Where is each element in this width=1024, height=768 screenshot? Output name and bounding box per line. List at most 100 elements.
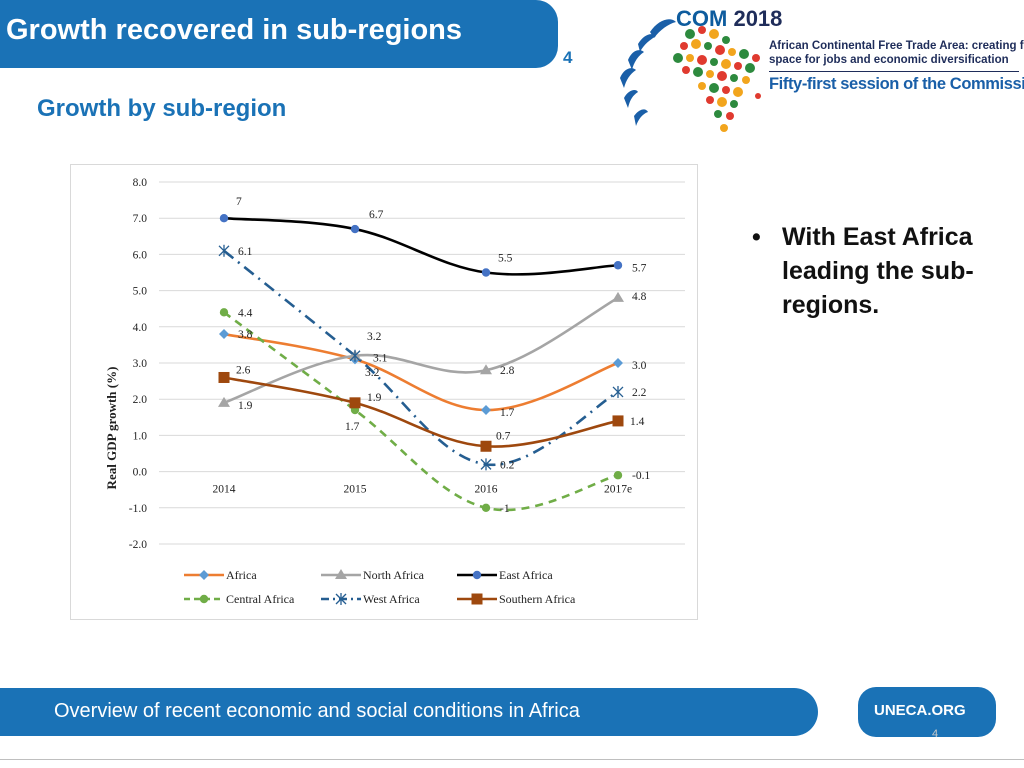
- gridlines: [159, 181, 685, 545]
- chart-subtitle: Growth by sub-region: [37, 95, 287, 122]
- legend-marker: [471, 593, 483, 605]
- slide-title: Growth recovered in sub-regions: [6, 14, 463, 46]
- footer-page-number: 4: [932, 728, 939, 740]
- data-label: 2.6: [236, 364, 251, 376]
- marker-north-africa: [612, 291, 624, 302]
- y-tick-label: 5.0: [133, 286, 148, 298]
- chart-legend: Africa North Africa East Africa Central Afr…: [184, 568, 576, 606]
- marker-west-africa: [480, 458, 492, 471]
- bottom-divider: [0, 759, 1024, 760]
- y-tick-label: 7.0: [133, 213, 148, 225]
- data-label: -0.1: [632, 470, 650, 482]
- data-label: 5.7: [632, 262, 647, 274]
- data-label: 7: [236, 196, 242, 208]
- marker-central-africa: [613, 471, 623, 480]
- data-label: 6.7: [369, 209, 384, 221]
- bullet-icon: •: [752, 223, 761, 251]
- data-label: 3.2: [365, 367, 380, 379]
- legend-label: Central Africa: [226, 592, 295, 606]
- marker-africa: [219, 329, 229, 340]
- uneca-link-text[interactable]: UNECA.ORG: [874, 702, 966, 719]
- africa-dots-logo-icon: [620, 19, 761, 132]
- marker-north-africa: [480, 364, 492, 375]
- series-line-north-africa: [223, 296, 619, 405]
- y-tick-label: 1.0: [133, 430, 148, 442]
- y-axis-label: Real GDP growth (%): [104, 367, 119, 490]
- data-label: 6.1: [238, 246, 253, 258]
- logo-session: Fifty-first session of the Commission: [769, 75, 1024, 93]
- com-logo: [610, 4, 1024, 144]
- legend-item-west-africa: West Africa: [321, 592, 420, 606]
- legend-marker: [472, 570, 482, 580]
- marker-southern-africa: [218, 371, 230, 383]
- data-label: 3.2: [367, 331, 382, 343]
- x-tick-label: 2015: [344, 484, 367, 496]
- x-tick-label: 2017e: [604, 484, 632, 496]
- legend-marker: [199, 570, 209, 580]
- data-label: 3.0: [632, 360, 647, 372]
- series-line-central-africa: [223, 311, 619, 512]
- slide-number: 4: [563, 48, 573, 67]
- x-tick-label: 2016: [475, 484, 498, 496]
- x-tick-labels: 2014 2015 2016 2017e: [213, 484, 633, 496]
- data-label: 1.9: [367, 392, 382, 404]
- legend-item-southern-africa: Southern Africa: [457, 592, 576, 606]
- data-label: 0.2: [500, 459, 515, 471]
- bullet-text: With East Africa leading the sub-regions…: [782, 223, 974, 319]
- data-label: 1.7: [345, 421, 360, 433]
- legend-item-east-africa: East Africa: [457, 568, 553, 582]
- series-line-southern-africa: [223, 376, 619, 448]
- uneca-link-button[interactable]: [858, 687, 996, 737]
- marker-north-africa: [218, 396, 230, 407]
- data-labels: 3.8 3.1 1.7 3.0 1.9 3.2 2.8 4.8 7 6.7 5.5 5.7 4.4 1.7…: [236, 196, 650, 515]
- data-label: 4.8: [632, 291, 647, 303]
- logo-divider: [769, 71, 1019, 72]
- title-bar: [0, 0, 558, 68]
- marker-southern-africa: [480, 440, 492, 452]
- y-tick-label: 4.0: [133, 322, 148, 334]
- marker-africa: [613, 358, 623, 368]
- y-tick-labels: -2.0 -1.0 0.0 1.0 2.0 3.0 4.0 5.0 6.0 7.0 8.0: [129, 177, 147, 551]
- legend-label: Africa: [226, 568, 257, 582]
- y-tick-label: 3.0: [133, 358, 148, 370]
- marker-west-africa: [612, 385, 624, 398]
- y-tick-label: 6.0: [133, 249, 148, 261]
- data-label: 2.8: [500, 365, 515, 377]
- series-markers: [218, 214, 624, 512]
- growth-line-chart: -2.0 -1.0 0.0 1.0 2.0 3.0 4.0 5.0 6.0 7.0 8.0 2014…: [104, 177, 685, 606]
- data-label: 3.1: [373, 352, 388, 364]
- marker-southern-africa: [612, 415, 624, 427]
- logo-tagline-2: space for jobs and economic diversificat…: [769, 54, 1009, 66]
- legend-item-north-africa: North Africa: [321, 568, 425, 582]
- y-tick-label: -2.0: [129, 539, 147, 551]
- legend-marker: [199, 594, 209, 604]
- data-label: 4.4: [238, 307, 253, 319]
- chart-container: -2.0 -1.0 0.0 1.0 2.0 3.0 4.0 5.0 6.0 7.0 8.0 2014…: [70, 164, 698, 620]
- marker-southern-africa: [349, 397, 361, 409]
- data-label: 5.5: [498, 253, 513, 265]
- marker-east-africa: [481, 268, 491, 277]
- legend-item-central-africa: Central Africa: [184, 592, 295, 606]
- marker-east-africa: [613, 261, 623, 270]
- legend-label: North Africa: [363, 568, 425, 582]
- marker-east-africa: [350, 224, 360, 234]
- footer-text: Overview of recent economic and social c…: [54, 700, 580, 722]
- marker-west-africa: [218, 244, 230, 257]
- marker-east-africa: [219, 214, 229, 223]
- series-lines: [223, 216, 619, 512]
- logo-title: COM 2018: [676, 6, 782, 32]
- data-label: 1.4: [630, 416, 645, 428]
- data-label: 0.7: [496, 430, 511, 442]
- footer-bar: [0, 688, 818, 736]
- y-tick-label: 0.0: [133, 467, 148, 479]
- legend-marker: [335, 569, 347, 579]
- data-label: 1.7: [500, 407, 515, 419]
- marker-central-africa: [219, 308, 229, 317]
- logo-year: 2018: [733, 6, 783, 31]
- legend-label: Southern Africa: [499, 592, 576, 606]
- data-label: 1.9: [238, 400, 253, 412]
- legend-label: East Africa: [499, 568, 553, 582]
- y-tick-label: 2.0: [133, 394, 148, 406]
- y-tick-label: -1.0: [129, 503, 147, 515]
- data-label: 2.2: [632, 387, 647, 399]
